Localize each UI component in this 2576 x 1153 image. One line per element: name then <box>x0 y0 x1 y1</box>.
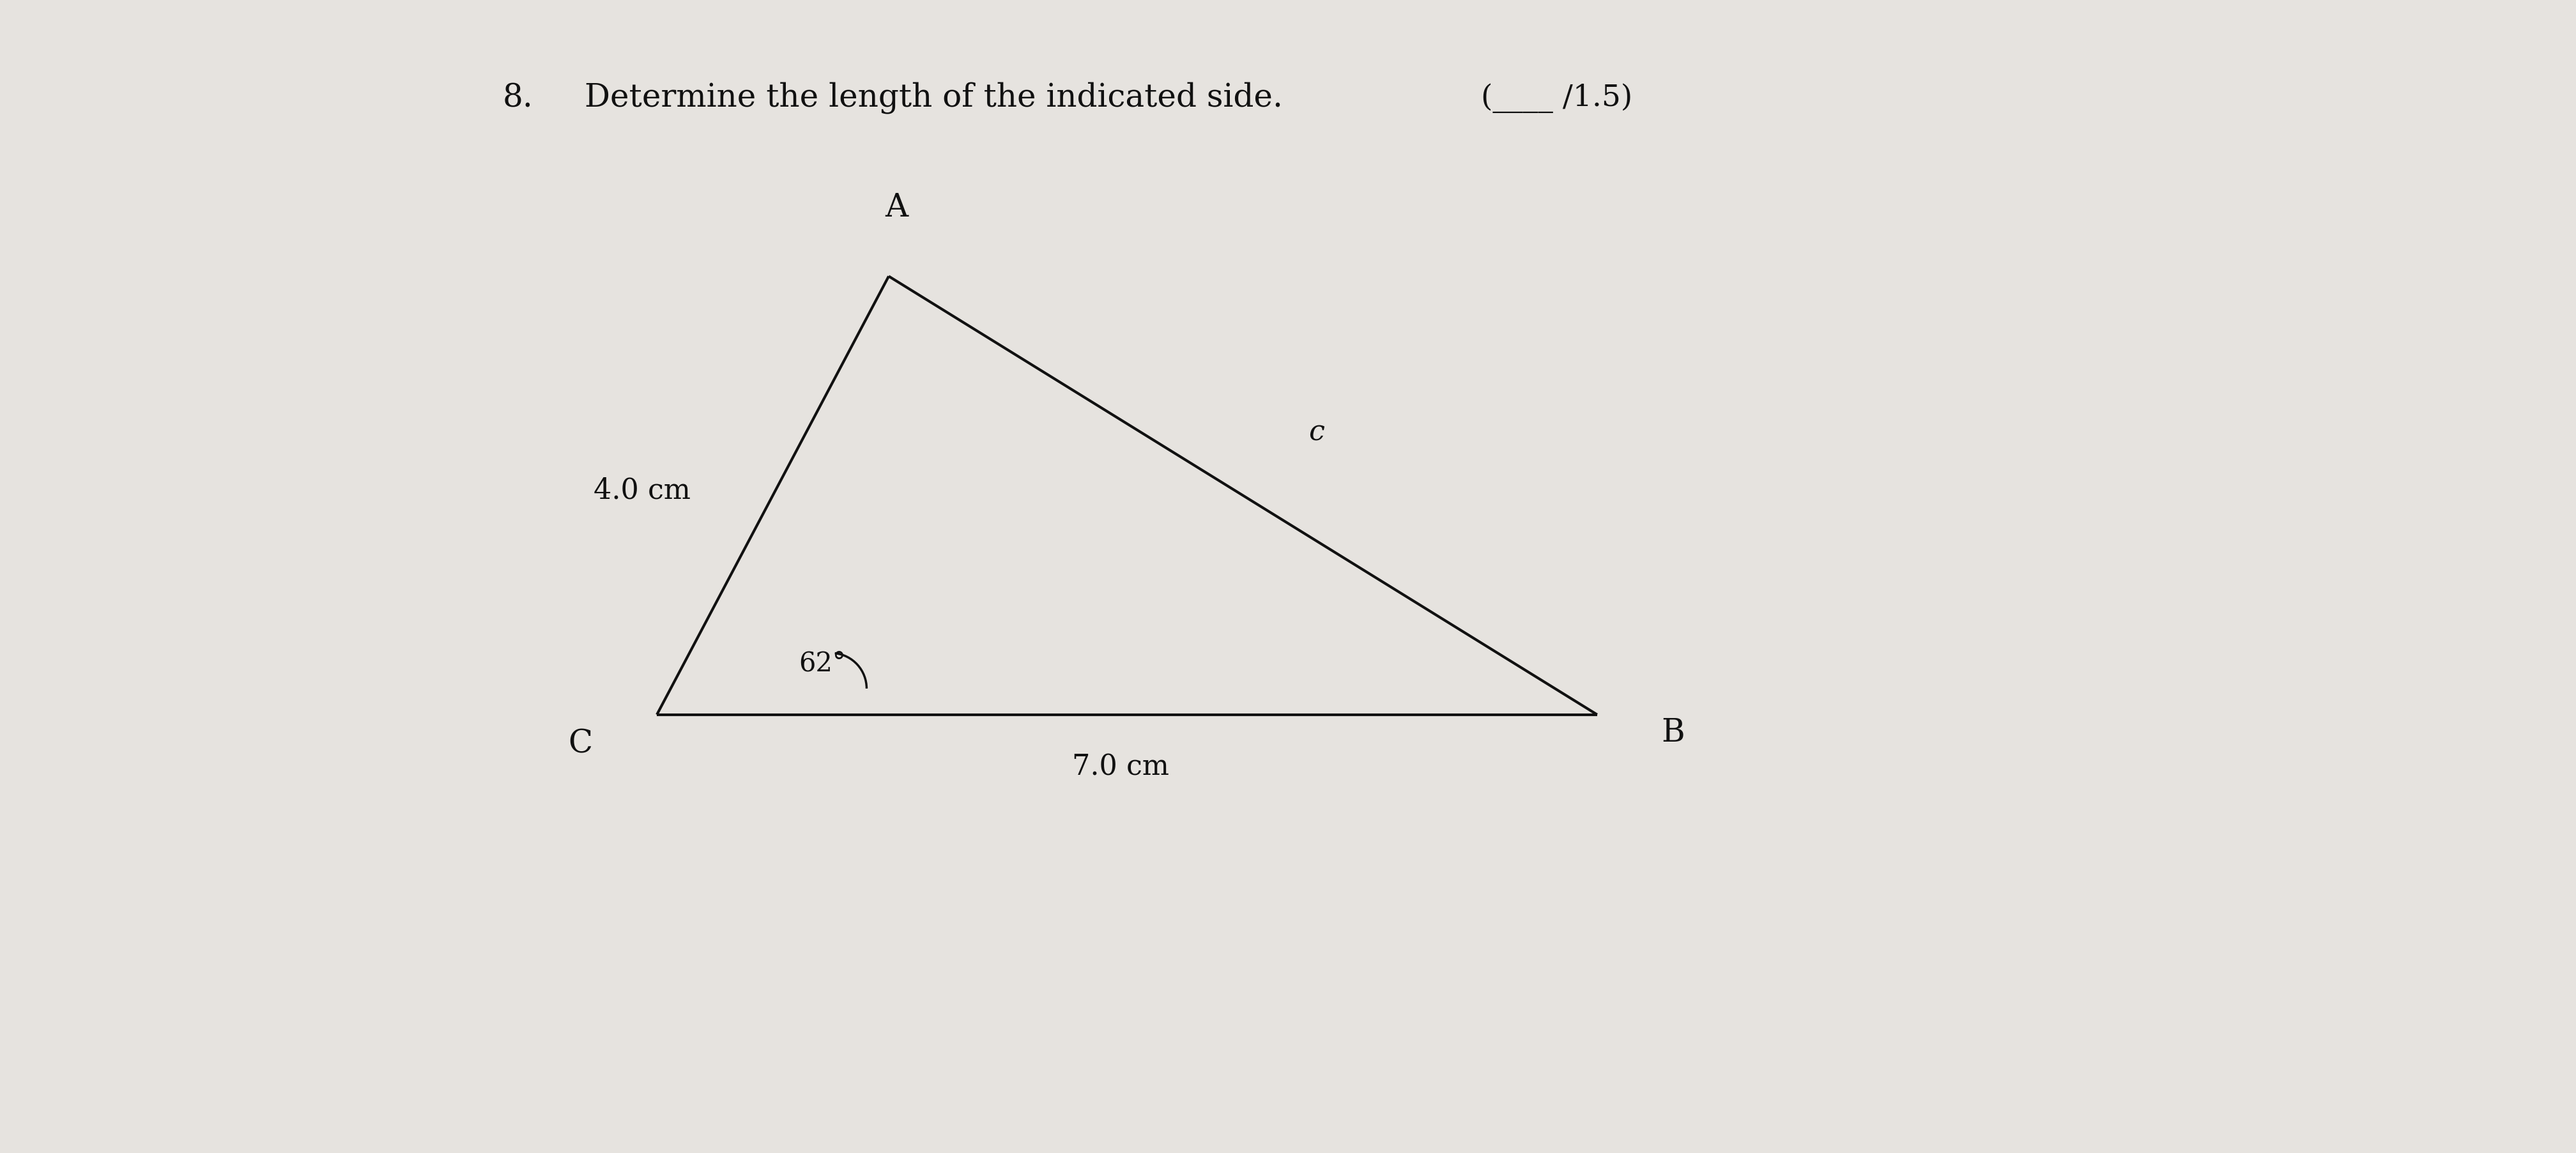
Text: 4.0 cm: 4.0 cm <box>592 476 690 504</box>
Text: C: C <box>569 728 592 760</box>
Text: B: B <box>1662 716 1685 748</box>
Text: 62°: 62° <box>799 649 845 677</box>
Text: c: c <box>1309 419 1324 446</box>
Text: 7.0 cm: 7.0 cm <box>1072 753 1170 781</box>
Text: 8.: 8. <box>502 82 533 114</box>
Text: A: A <box>886 191 907 224</box>
Text: Determine the length of the indicated side.: Determine the length of the indicated si… <box>585 82 1283 114</box>
Text: (____ /1.5): (____ /1.5) <box>1481 83 1633 113</box>
